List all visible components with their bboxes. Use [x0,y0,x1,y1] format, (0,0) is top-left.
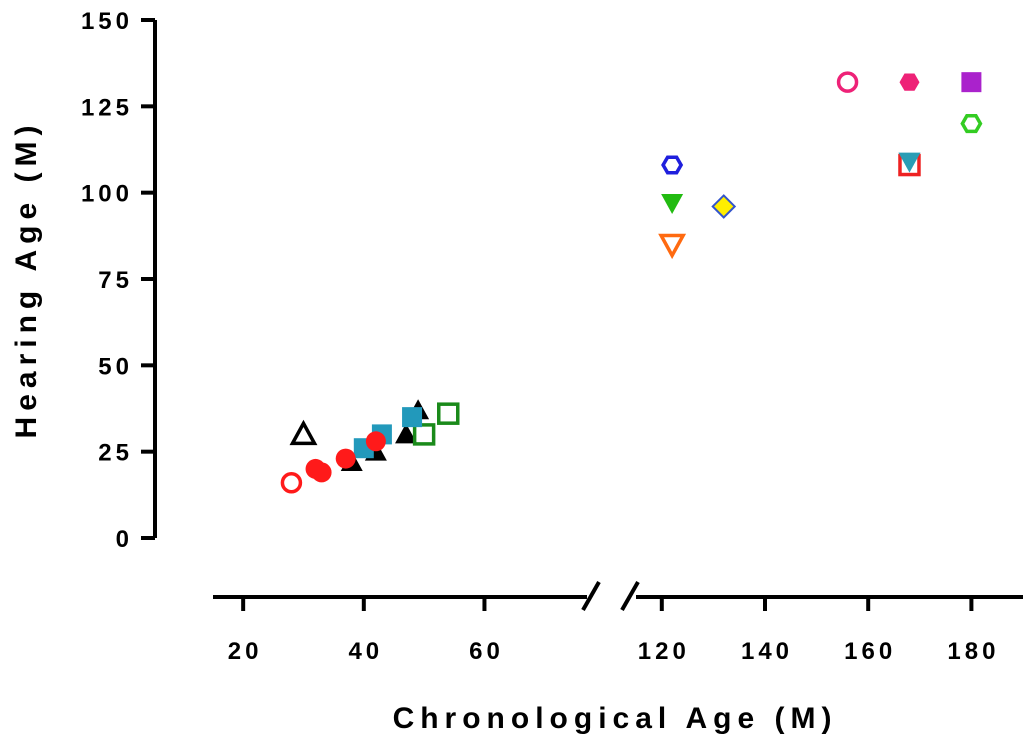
y-tick-label: 50 [98,353,133,380]
data-point [711,194,737,219]
y-tick-label: 100 [81,181,133,208]
ticks: 0 25 50 75 100 125 150 20 40 60 120 140 160 180 [81,8,999,665]
y-tick-label: 0 [116,526,133,553]
data-point [661,194,684,215]
axes [153,20,1023,611]
x-tick-label: 140 [741,638,793,665]
x-tick-label: 20 [228,638,263,665]
x-tick-label: 40 [348,638,383,665]
data-point [311,462,332,483]
axis-break-mark [620,581,640,611]
x-tick-label: 160 [844,638,896,665]
data-point [961,72,982,93]
x-tick-label: 60 [469,638,504,665]
y-axis-title: Hearing Age (M) [10,120,43,439]
x-tick-label: 180 [947,638,999,665]
data-points [280,71,983,494]
data-point [335,448,356,469]
data-point [960,114,983,134]
data-point [437,402,460,425]
axis-break-mark [581,581,601,611]
data-point [289,419,318,446]
y-tick-label: 150 [81,8,133,35]
data-point [661,155,684,175]
data-point [412,423,436,446]
data-point [402,407,423,428]
y-tick-label: 125 [81,94,133,121]
data-point [898,152,921,173]
y-tick-label: 25 [98,440,133,467]
data-point [395,423,418,444]
x-tick-label: 120 [638,638,690,665]
data-point [658,233,687,260]
y-tick-label: 75 [98,267,133,294]
data-point [280,471,303,494]
data-point [899,73,920,91]
x-axis-title: Chronological Age (M) [393,702,838,735]
data-point [365,431,386,452]
data-point [836,71,859,93]
